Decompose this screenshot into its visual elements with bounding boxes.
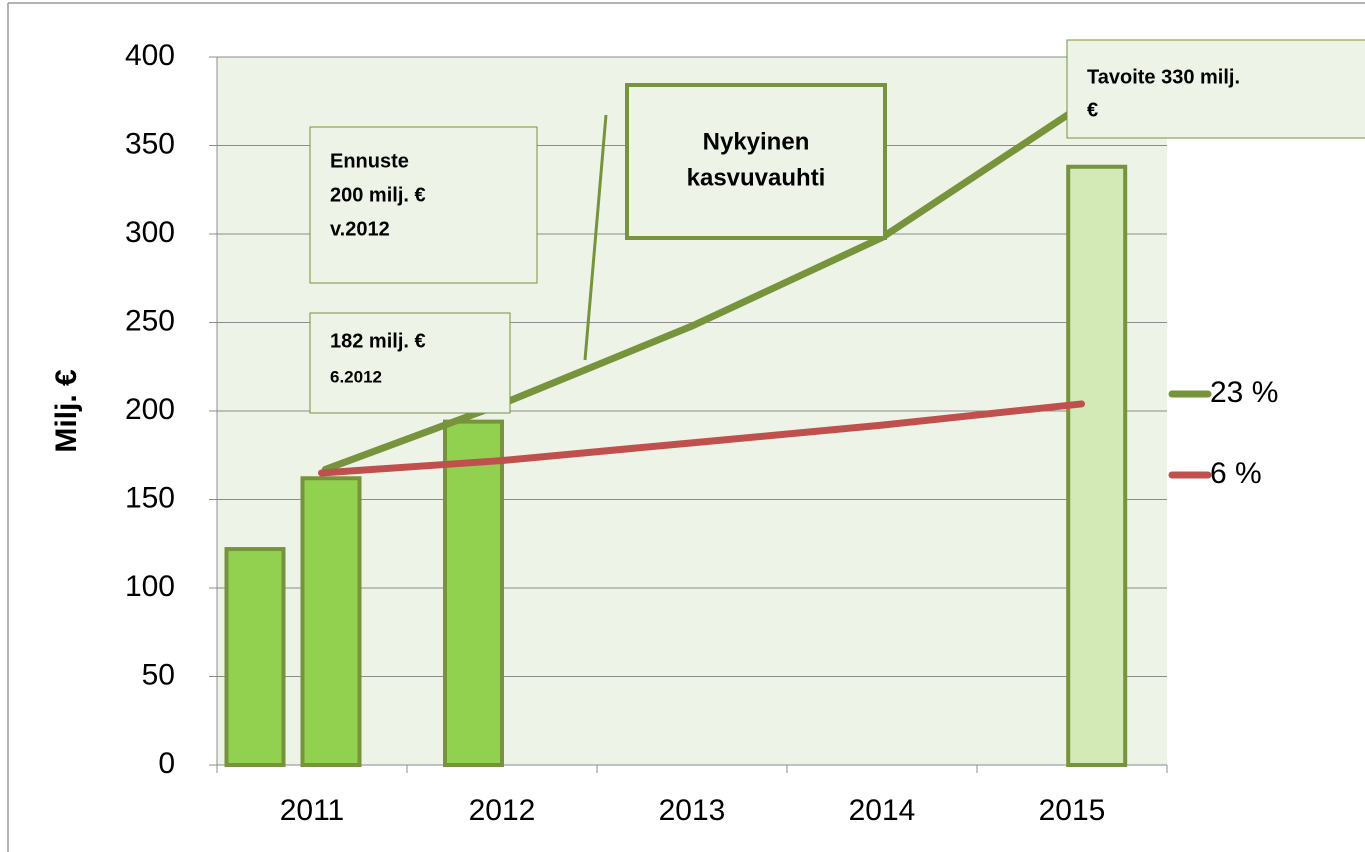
bar xyxy=(1066,164,1128,768)
annotation-text: 182 milj. € xyxy=(330,330,426,352)
legend-label: 6 % xyxy=(1210,457,1262,490)
y-tick-label: 200 xyxy=(125,393,175,426)
annotation-text: Tavoite 330 milj. xyxy=(1087,66,1240,88)
y-axis-label: Milj. € xyxy=(50,369,83,453)
annotation-box xyxy=(1066,39,1365,139)
annotation-text: 6.2012 xyxy=(330,367,382,386)
legend-label: 23 % xyxy=(1210,376,1278,409)
annotation-text: v.2012 xyxy=(330,218,390,240)
y-tick-label: 350 xyxy=(125,127,175,160)
y-tick-label: 300 xyxy=(125,216,175,249)
annotation-box xyxy=(309,312,511,414)
annotation-text: kasvuvauhti xyxy=(687,164,826,191)
annotation-box xyxy=(309,126,538,284)
annotation-text: 200 milj. € xyxy=(330,184,426,206)
bar xyxy=(300,476,362,767)
annotation-text: € xyxy=(1087,99,1098,121)
annotation-text: Nykyinen xyxy=(703,128,810,155)
bar xyxy=(224,547,286,767)
y-tick-label: 100 xyxy=(125,570,175,603)
x-tick-label: 2015 xyxy=(1039,794,1106,827)
x-tick-label: 2014 xyxy=(849,794,916,827)
y-tick-label: 0 xyxy=(158,747,175,780)
y-tick-label: 50 xyxy=(142,658,175,691)
line xyxy=(318,400,1085,477)
x-tick-label: 2013 xyxy=(659,794,726,827)
y-tick-label: 400 xyxy=(125,39,175,72)
line xyxy=(321,95,1095,473)
callout-line xyxy=(583,114,608,361)
x-tick-label: 2011 xyxy=(280,794,345,827)
y-tick-label: 250 xyxy=(125,304,175,337)
bar xyxy=(443,419,504,767)
annotation-box xyxy=(625,83,887,240)
x-tick-label: 2012 xyxy=(469,794,536,827)
y-tick-label: 150 xyxy=(125,481,175,514)
annotation-text: Ennuste xyxy=(330,150,409,172)
